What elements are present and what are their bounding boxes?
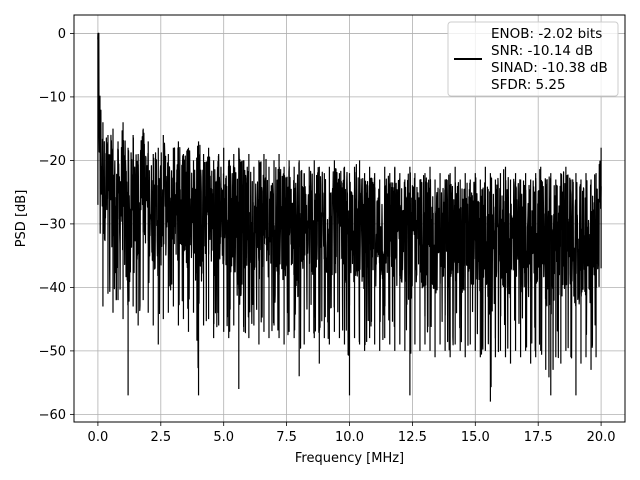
x-tick-label: 17.5 [524, 430, 553, 445]
x-tick-label: 0.0 [88, 430, 109, 445]
y-tick-label: −60 [39, 408, 66, 423]
y-tick-label: −50 [39, 344, 66, 359]
x-axis-ticks: 0.0 2.5 5.0 7.5 10.0 12.5 15.0 17.5 20.0 [88, 422, 616, 445]
y-tick-label: −40 [39, 281, 66, 296]
legend-snr: SNR: -10.14 dB [491, 43, 593, 59]
y-tick-label: −20 [39, 154, 66, 169]
y-axis-label: PSD [dB] [14, 190, 29, 248]
legend: ENOB: -2.02 bits SNR: -10.14 dB SINAD: -… [447, 21, 619, 97]
x-tick-label: 20.0 [587, 430, 616, 445]
x-tick-label: 10.0 [335, 430, 364, 445]
x-tick-label: 5.0 [213, 430, 234, 445]
psd-trace [97, 32, 602, 402]
x-tick-label: 2.5 [150, 430, 171, 445]
y-tick-label: 0 [58, 27, 66, 42]
legend-sinad: SINAD: -10.38 dB [491, 60, 608, 76]
legend-enob: ENOB: -2.02 bits [491, 26, 602, 42]
legend-sfdr: SFDR: 5.25 [491, 77, 566, 93]
legend-box [447, 21, 619, 97]
y-tick-label: −10 [39, 90, 66, 105]
x-tick-label: 7.5 [276, 430, 297, 445]
x-axis-label: Frequency [MHz] [295, 451, 404, 466]
x-tick-label: 15.0 [461, 430, 490, 445]
x-tick-label: 12.5 [398, 430, 427, 445]
y-tick-label: −30 [39, 217, 66, 232]
y-axis-ticks: 0 −10 −20 −30 −40 −50 −60 [39, 27, 74, 423]
